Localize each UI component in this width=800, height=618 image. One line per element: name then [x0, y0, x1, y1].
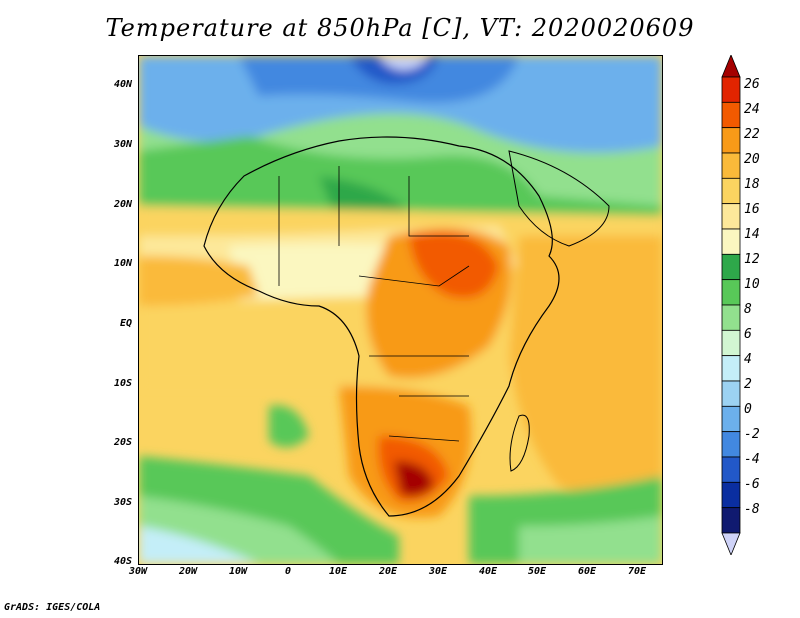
- lon-label-60e: 60E: [577, 566, 597, 577]
- colorbar-label-4: 4: [744, 352, 752, 367]
- colorbar-swatch: [721, 405, 741, 433]
- lat-label-40n: 40N: [113, 79, 132, 90]
- colorbar-swatch: [721, 507, 741, 534]
- colorbar-label-26: 26: [744, 77, 760, 92]
- colorbar-swatch: [721, 481, 741, 509]
- colorbar-swatch: [721, 355, 741, 382]
- colorbar-label-minus6: -6: [744, 477, 760, 492]
- colorbar-swatch: [721, 152, 741, 179]
- chart-title: Temperature at 850hPa [C], VT: 202002060…: [105, 14, 695, 42]
- lat-label-30s: 30S: [113, 497, 132, 508]
- colorbar: [721, 55, 741, 555]
- lat-label-20s: 20S: [113, 437, 132, 448]
- colorbar-label-12: 12: [744, 252, 760, 267]
- colorbar-label-16: 16: [744, 202, 760, 217]
- colorbar-label-0: 0: [744, 402, 752, 417]
- colorbar-swatch: [721, 329, 741, 357]
- colorbar-label-minus4: -4: [744, 452, 760, 467]
- lon-label-30e: 30E: [428, 566, 448, 577]
- lon-label-70e: 70E: [627, 566, 647, 577]
- footer-credit: GrADS: IGES/COLA: [4, 602, 101, 613]
- colorbar-label-minus8: -8: [744, 502, 760, 517]
- lon-label-20e: 20E: [378, 566, 398, 577]
- colorbar-label-14: 14: [744, 227, 760, 242]
- colorbar-label-8: 8: [744, 302, 752, 317]
- colorbar-label-2: 2: [744, 377, 752, 392]
- colorbar-swatch: [721, 253, 741, 281]
- colorbar-swatch: [721, 55, 741, 78]
- colorbar-swatch: [721, 380, 741, 407]
- colorbar-swatch: [721, 101, 741, 129]
- colorbar-swatch: [721, 76, 741, 103]
- colorbar-label-20: 20: [744, 152, 760, 167]
- colorbar-swatch: [721, 279, 741, 306]
- lon-label-10w: 10W: [228, 566, 248, 577]
- lon-label-50e: 50E: [527, 566, 547, 577]
- colorbar-swatch: [721, 228, 741, 255]
- lat-label-10s: 10S: [113, 378, 132, 389]
- lon-label-40e: 40E: [478, 566, 498, 577]
- colorbar-label-18: 18: [744, 177, 760, 192]
- colorbar-swatch: [721, 304, 741, 331]
- lat-label-40s: 40S: [113, 556, 132, 567]
- lon-label-20w: 20W: [178, 566, 198, 577]
- colorbar-label-22: 22: [744, 127, 760, 142]
- colorbar-label-10: 10: [744, 277, 760, 292]
- colorbar-label-24: 24: [744, 102, 760, 117]
- colorbar-swatch: [721, 177, 741, 205]
- lat-label-10n: 10N: [113, 258, 132, 269]
- colorbar-swatch: [721, 532, 741, 555]
- lon-label-10e: 10E: [328, 566, 348, 577]
- lat-label-30n: 30N: [113, 139, 132, 150]
- lat-label-20n: 20N: [113, 199, 132, 210]
- lat-label-eq: EQ: [119, 318, 132, 329]
- colorbar-swatch: [721, 431, 741, 458]
- lon-label-0: 0: [284, 566, 292, 577]
- colorbar-swatch: [721, 127, 741, 154]
- colorbar-label-minus2: -2: [744, 427, 760, 442]
- colorbar-swatch: [721, 456, 741, 483]
- colorbar-swatch: [721, 203, 741, 230]
- lon-label-30w: 30W: [128, 566, 148, 577]
- colorbar-label-6: 6: [744, 327, 752, 342]
- temperature-map: [138, 55, 663, 565]
